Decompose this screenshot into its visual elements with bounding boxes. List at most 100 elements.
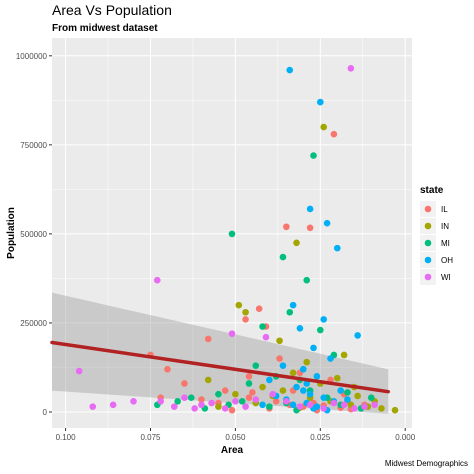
- data-point-wi: [296, 403, 304, 410]
- y-axis-ticks: 0 250000 500000 750000 1000000: [16, 52, 52, 417]
- x-tick-label: 0.100: [56, 433, 77, 442]
- data-point-wi: [153, 276, 161, 284]
- data-point-il: [276, 355, 283, 362]
- data-point-oh: [300, 365, 307, 373]
- trend-line-group: [50, 340, 390, 394]
- data-point-in: [320, 123, 327, 131]
- data-point-oh: [317, 98, 324, 106]
- x-tick-label: 0.075: [140, 433, 161, 442]
- x-tick-label: 0.050: [225, 433, 246, 442]
- legend-items: IL IN MI OH WI: [420, 201, 453, 285]
- data-point-wi: [252, 396, 260, 403]
- data-point-oh: [266, 376, 273, 384]
- data-point-wi: [75, 367, 83, 375]
- data-point-oh: [323, 219, 331, 227]
- data-point-oh: [333, 244, 341, 252]
- data-point-in: [232, 390, 239, 398]
- data-point-il: [164, 365, 171, 373]
- data-point-wi: [89, 403, 97, 410]
- data-point-wi: [330, 399, 338, 407]
- data-point-il: [221, 387, 229, 394]
- data-point-in: [279, 387, 287, 394]
- y-tick-label: 0: [43, 408, 48, 417]
- data-point-wi: [269, 390, 277, 398]
- data-point-il: [245, 373, 253, 380]
- data-point-oh: [310, 344, 317, 352]
- legend-label-mi: MI: [441, 239, 450, 248]
- data-point-wi: [320, 405, 327, 412]
- data-point-wi: [157, 397, 164, 405]
- chart-caption: Midwest Demographics: [385, 459, 468, 468]
- data-point-wi: [350, 405, 358, 412]
- data-point-wi: [208, 399, 215, 407]
- data-point-oh: [306, 205, 314, 213]
- data-point-wi: [181, 394, 188, 402]
- data-point-oh: [344, 396, 351, 403]
- data-point-il: [272, 397, 280, 405]
- data-point-wi: [198, 401, 205, 409]
- data-point-oh: [289, 301, 297, 309]
- y-tick-label: 250000: [20, 319, 47, 328]
- legend-title: state: [420, 185, 444, 196]
- data-point-oh: [354, 332, 361, 339]
- data-point-wi: [340, 401, 348, 409]
- data-point-mi: [187, 394, 195, 402]
- data-point-mi: [252, 362, 260, 369]
- x-axis-ticks: 0.100 0.075 0.050 0.025 0.000: [56, 428, 416, 442]
- chart-subtitle: From midwest dataset: [52, 23, 158, 34]
- data-point-il: [330, 130, 338, 138]
- data-point-wi: [242, 403, 249, 410]
- data-point-oh: [286, 66, 294, 74]
- x-axis-label: Area: [221, 445, 244, 456]
- legend-label-oh: OH: [441, 256, 453, 265]
- data-point-in: [204, 376, 212, 384]
- x-tick-label: 0.025: [310, 433, 331, 442]
- data-point-il: [249, 389, 256, 396]
- legend-label-in: IN: [441, 222, 449, 231]
- data-point-wi: [361, 403, 368, 410]
- data-point-mi: [174, 397, 181, 405]
- data-point-wi: [228, 330, 236, 337]
- legend-swatch-oh: [424, 256, 432, 264]
- data-point-wi: [130, 397, 137, 405]
- y-tick-label: 500000: [20, 230, 47, 239]
- legend-swatch-mi: [424, 239, 432, 247]
- data-point-il: [255, 305, 263, 312]
- data-point-oh: [289, 401, 297, 409]
- data-point-in: [235, 301, 243, 309]
- data-point-in: [215, 403, 222, 410]
- data-point-mi: [259, 323, 266, 330]
- data-point-in: [259, 383, 266, 391]
- data-point-mi: [279, 253, 287, 261]
- data-point-wi: [221, 405, 229, 412]
- data-point-wi: [347, 64, 355, 72]
- data-point-in: [340, 351, 348, 359]
- data-point-il: [245, 394, 253, 402]
- data-point-wi: [262, 333, 270, 341]
- y-axis-label: Population: [6, 207, 17, 259]
- legend: state IL IN MI OH WI: [420, 185, 453, 285]
- data-point-in: [242, 308, 249, 316]
- data-point-oh: [303, 380, 311, 387]
- data-point-in: [333, 374, 341, 382]
- data-point-il: [283, 223, 290, 231]
- data-point-mi: [245, 380, 253, 387]
- data-point-mi: [344, 389, 351, 396]
- data-point-il: [181, 380, 188, 387]
- data-point-mi: [317, 326, 324, 334]
- data-point-wi: [371, 401, 378, 409]
- data-point-wi: [191, 405, 198, 412]
- data-point-mi: [266, 403, 273, 410]
- data-point-mi: [303, 276, 311, 284]
- data-point-in: [303, 358, 311, 366]
- data-point-oh: [320, 394, 327, 402]
- data-point-oh: [337, 387, 344, 394]
- data-point-in: [378, 405, 385, 412]
- data-point-in: [276, 337, 283, 345]
- data-point-oh: [306, 390, 314, 398]
- data-point-oh: [279, 362, 287, 369]
- legend-label-il: IL: [441, 205, 448, 214]
- data-point-wi: [306, 401, 314, 409]
- data-point-in: [289, 369, 297, 377]
